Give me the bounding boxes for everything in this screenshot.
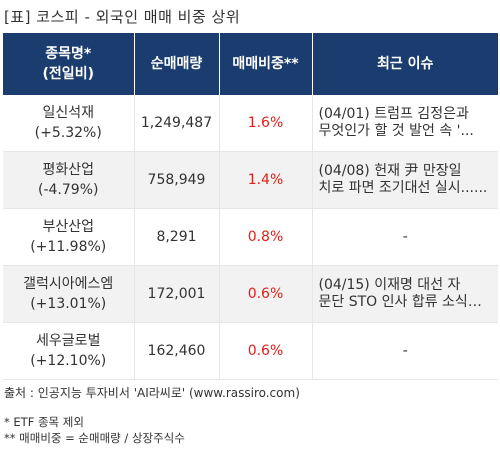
stock-name-cell: 갤럭시아에스엠 (+13.01%) (3, 265, 135, 323)
stock-name: 부산산업 (42, 219, 95, 235)
footnote-etf: * ETF 종목 제외 (4, 415, 84, 429)
recent-issue-line1: (04/15) 이재명 대선 자 (318, 277, 461, 293)
table-header-row: 종목명* (전일비) 순매매량 매매비중** 최근 이슈 (3, 33, 498, 95)
stock-name: 평화산업 (42, 162, 95, 178)
trading-ratio: 1.6% (219, 95, 313, 152)
recent-issue-cell: (04/08) 헌재 尹 만장일 치로 파면 조기대선 실시...... (312, 151, 498, 209)
footnote-ratio-definition: ** 매매비중 = 순매매량 / 상장주식수 (4, 431, 185, 445)
stock-name-cell: 일신석재 (+5.32%) (3, 95, 135, 152)
foreign-trading-table: 종목명* (전일비) 순매매량 매매비중** 최근 이슈 일신석재 (+5.32… (3, 33, 498, 380)
recent-issue-line1: (04/01) 트럼프 김정은과 (318, 106, 469, 122)
recent-issue-cell: (04/01) 트럼프 김정은과 무엇인가 할 것 발언 속 '... (312, 95, 498, 152)
stock-name: 갤럭시아에스엠 (23, 276, 114, 292)
table-row: 일신석재 (+5.32%) 1,249,487 1.6% (04/01) 트럼프… (3, 95, 498, 152)
stock-change: (+13.01%) (30, 296, 107, 312)
stock-change: (-4.79%) (38, 182, 99, 198)
header-ratio: 매매비중** (219, 33, 313, 95)
stock-name: 일신석재 (42, 105, 95, 121)
table-row: 평화산업 (-4.79%) 758,949 1.4% (04/08) 헌재 尹 … (3, 151, 498, 209)
recent-issue-line2: 치로 파면 조기대선 실시...... (318, 180, 488, 196)
trading-ratio: 0.6% (219, 265, 313, 323)
header-issue: 최근 이슈 (312, 33, 498, 95)
recent-issue-line2: 문단 STO 인사 합류 소식에... (318, 294, 491, 310)
header-name-line1: 종목명* (45, 46, 92, 62)
stock-change: (+11.98%) (30, 239, 107, 255)
net-volume: 172,001 (134, 265, 220, 323)
recent-issue-line1: - (402, 342, 408, 359)
recent-issue-cell: (04/15) 이재명 대선 자 문단 STO 인사 합류 소식에... (312, 265, 498, 323)
trading-ratio: 0.6% (219, 322, 313, 380)
source-note: 출처 : 인공지능 투자비서 'AI라씨로' (www.rassiro.com) (4, 386, 300, 400)
stock-name-cell: 세우글로벌 (+12.10%) (3, 322, 135, 380)
stock-name: 세우글로벌 (36, 333, 101, 349)
recent-issue-line2: 무엇인가 할 것 발언 속 '... (318, 123, 474, 139)
table-row: 세우글로벌 (+12.10%) 162,460 0.6% - (3, 322, 498, 380)
header-volume: 순매매량 (134, 33, 220, 95)
recent-issue-line1: - (402, 228, 408, 245)
stock-change: (+12.10%) (30, 353, 107, 369)
trading-ratio: 1.4% (219, 151, 313, 209)
stock-name-cell: 평화산업 (-4.79%) (3, 151, 135, 209)
header-name-line2: (전일비) (42, 66, 94, 82)
table-row: 부산산업 (+11.98%) 8,291 0.8% - (3, 208, 498, 266)
page-title: [표] 코스피 - 외국인 매매 비중 상위 (4, 8, 241, 26)
net-volume: 1,249,487 (134, 95, 220, 152)
net-volume: 162,460 (134, 322, 220, 380)
recent-issue-cell: - (312, 322, 498, 380)
net-volume: 8,291 (134, 208, 220, 266)
net-volume: 758,949 (134, 151, 220, 209)
stock-change: (+5.32%) (34, 125, 102, 141)
trading-ratio: 0.8% (219, 208, 313, 266)
header-name: 종목명* (전일비) (3, 33, 135, 95)
recent-issue-cell: - (312, 208, 498, 266)
stock-name-cell: 부산산업 (+11.98%) (3, 208, 135, 266)
table-row: 갤럭시아에스엠 (+13.01%) 172,001 0.6% (04/15) 이… (3, 265, 498, 323)
recent-issue-line1: (04/08) 헌재 尹 만장일 (318, 163, 462, 179)
